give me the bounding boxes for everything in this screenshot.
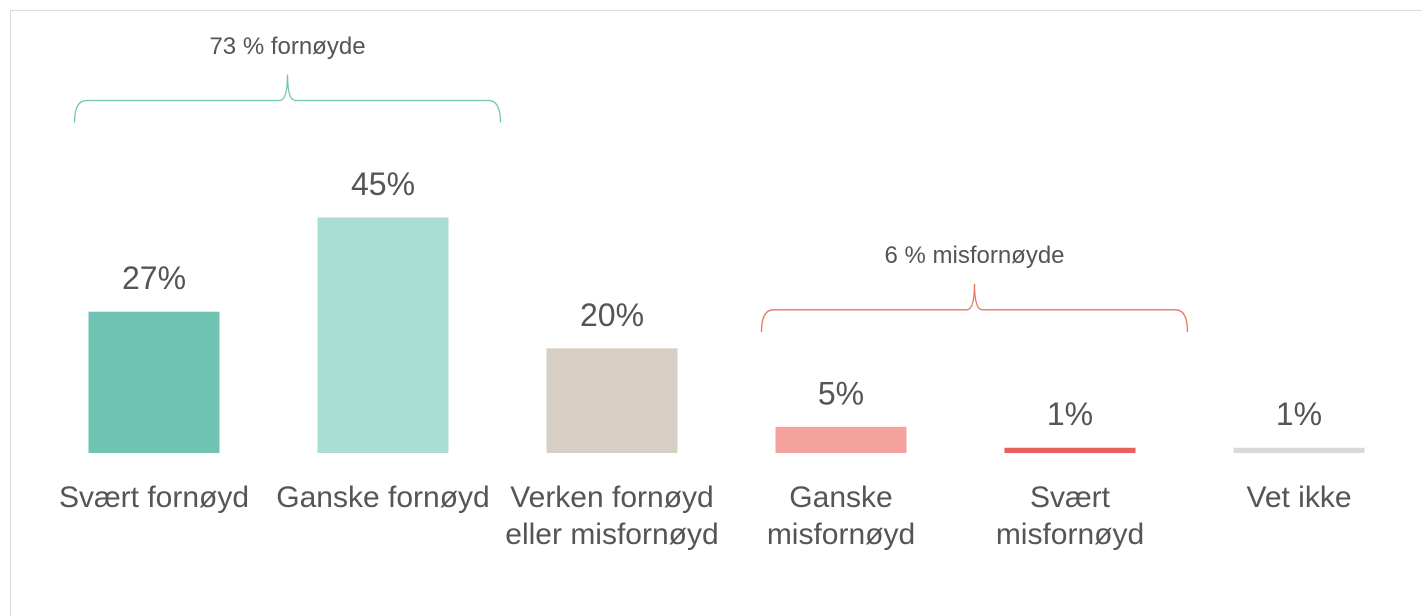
value-label: 20%: [580, 297, 644, 333]
x-tick-label: Svært misfornøyd: [995, 481, 1145, 551]
bar: [1233, 447, 1365, 453]
bar: [88, 311, 220, 453]
x-tick-label: Verken fornøyd eller misfornøyd: [505, 481, 719, 551]
x-tick-label: Ganske fornøyd: [276, 481, 490, 514]
annotation: 73 % fornøyde: [209, 33, 365, 60]
value-label: 1%: [1276, 396, 1322, 432]
annotation: 6 % misfornøyde: [884, 242, 1064, 269]
x-tick-label: Ganske misfornøyd: [766, 481, 916, 551]
bar: [546, 348, 678, 453]
frame: [10, 10, 1422, 616]
value-label: 5%: [818, 375, 864, 411]
bar: [775, 426, 907, 453]
value-label: 1%: [1047, 396, 1093, 432]
bar: [317, 217, 449, 453]
bar: [1004, 447, 1136, 453]
bracket: [73, 74, 502, 123]
x-tick-label: Vet ikke: [1246, 481, 1352, 514]
value-label: 45%: [351, 166, 415, 202]
x-tick-label: Svært fornøyd: [58, 481, 250, 514]
bracket: [760, 283, 1189, 332]
value-label: 27%: [122, 260, 186, 296]
